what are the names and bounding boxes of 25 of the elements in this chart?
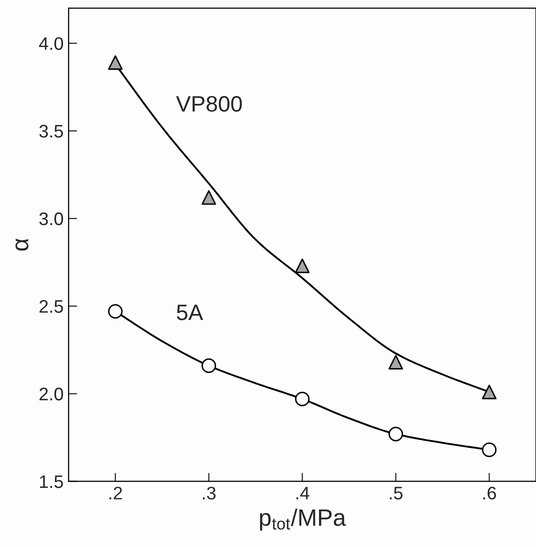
y-axis-title: α: [15, 238, 28, 251]
x-axis-title: p$_{tot}$/MPa: [260, 508, 346, 531]
y-tick-label: 2.5: [40, 300, 63, 313]
point: [388, 426, 404, 442]
text: VP800: [176, 96, 242, 112]
y-tick-label: 4.0: [39, 37, 64, 50]
point: [295, 258, 310, 274]
point: [108, 55, 123, 70]
y-tick-label: 1.5: [40, 475, 63, 488]
point: [202, 190, 216, 205]
x-tick-label: .2: [109, 486, 122, 500]
x-tick-label: .3: [202, 486, 216, 500]
point: [388, 354, 404, 370]
y-tick-label: 3.0: [39, 212, 64, 226]
point: [482, 442, 497, 458]
y-tick-label: 2.0: [40, 388, 64, 400]
x-tick-label: .4: [296, 486, 310, 500]
point: [482, 384, 497, 400]
point: [202, 358, 216, 373]
point: [295, 392, 310, 406]
y-tick-label: 3.5: [39, 124, 63, 138]
point: [108, 304, 123, 319]
x-tick-label: .5: [390, 486, 403, 500]
series-label: 5A: [176, 304, 204, 320]
x-tick-label: .6: [483, 486, 496, 500]
